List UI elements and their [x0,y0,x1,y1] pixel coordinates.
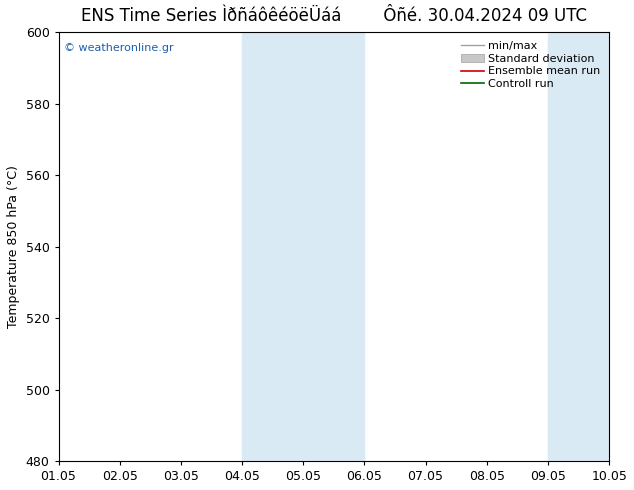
Text: © weatheronline.gr: © weatheronline.gr [64,43,174,53]
Bar [548,32,609,461]
Title: ENS Time Series ÌðñáôêéöëÜáá        Ôñé. 30.04.2024 09 UTC: ENS Time Series ÌðñáôêéöëÜáá Ôñé. 30.04.… [81,7,587,25]
Y-axis label: Temperature 850 hPa (°C): Temperature 850 hPa (°C) [7,165,20,328]
Legend: min/max, Standard deviation, Ensemble mean run, Controll run: min/max, Standard deviation, Ensemble me… [458,38,604,93]
Bar [242,32,365,461]
